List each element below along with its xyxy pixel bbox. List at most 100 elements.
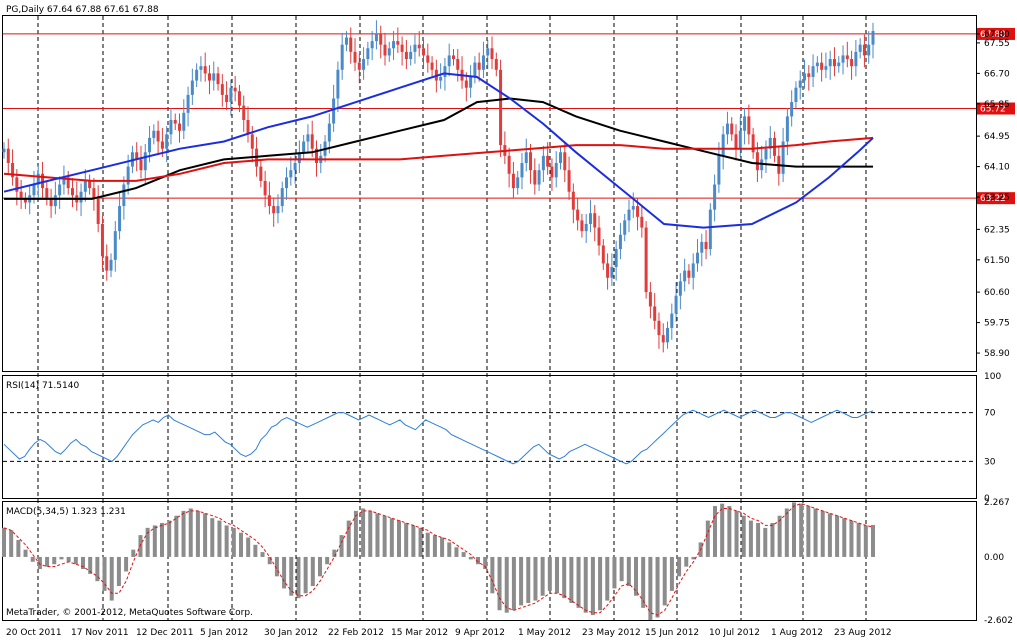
candle-body <box>524 152 528 164</box>
macd-histogram-bar <box>562 556 567 599</box>
candle-body <box>165 134 169 149</box>
macd-histogram-bar <box>827 513 832 557</box>
candle-body <box>768 137 772 149</box>
candle-body <box>623 220 627 235</box>
macd-histogram-bar <box>23 549 28 557</box>
candle-body <box>212 73 216 81</box>
candle-body <box>760 159 764 171</box>
macd-histogram-bar <box>174 515 179 557</box>
price-tick-label: 65.85 <box>984 100 1010 110</box>
price-panel-frame <box>2 15 977 372</box>
level-price-label: 65.72 <box>980 105 1006 115</box>
macd-histogram-bar <box>152 525 157 557</box>
candle-body <box>306 134 310 142</box>
ma-blue-line <box>3 72 874 229</box>
candle-body <box>456 59 460 70</box>
candle-body <box>49 198 53 207</box>
candle-body <box>11 163 15 178</box>
candle-body <box>708 209 712 250</box>
candle-body <box>588 213 592 224</box>
macd-histogram-bar <box>253 544 258 557</box>
macd-tick-label: 0.00 <box>984 553 1004 563</box>
candle-body <box>516 177 520 189</box>
candle-body <box>670 313 674 328</box>
vertical-gridlines <box>37 16 867 620</box>
candle-body <box>832 59 836 67</box>
macd-tick-label: 2.267 <box>984 498 1010 508</box>
candle-body <box>614 249 618 268</box>
candle-body <box>203 66 207 74</box>
candle-body <box>610 267 614 278</box>
macd-histogram-bar <box>461 552 466 557</box>
macd-histogram-bar <box>418 527 423 557</box>
macd-histogram-bar <box>361 508 366 557</box>
candle-body <box>867 44 871 56</box>
macd-histogram-bar <box>181 510 186 557</box>
candle-body <box>173 119 177 124</box>
candle-body <box>815 62 819 67</box>
candle-body <box>511 173 515 189</box>
macd-histogram-bar <box>555 556 559 594</box>
candle-body <box>451 55 455 60</box>
macd-histogram-bar <box>224 525 229 557</box>
macd-histogram-bar <box>325 556 330 565</box>
macd-histogram-bar <box>777 515 782 557</box>
macd-histogram-bar <box>368 510 373 557</box>
candle-body <box>148 137 152 153</box>
macd-histogram-bar <box>167 520 172 557</box>
macd-histogram-bar <box>835 515 840 557</box>
candle-body <box>781 141 785 174</box>
macd-histogram-bar <box>73 556 78 565</box>
candle-body <box>276 206 280 214</box>
macd-histogram-bar <box>432 535 437 557</box>
candle-body <box>747 116 751 135</box>
candle-body <box>811 66 815 77</box>
candle-body <box>349 37 353 52</box>
rsi-tick-label: 100 <box>984 372 1001 382</box>
macd-histogram-bar <box>30 556 35 562</box>
macd-histogram-bar <box>626 556 631 587</box>
macd-histogram-bar <box>720 503 725 557</box>
candle-body <box>126 166 130 185</box>
macd-histogram-bar <box>748 520 753 557</box>
candle-body <box>593 213 597 228</box>
candle-body <box>447 55 451 67</box>
macd-histogram-bar <box>282 556 287 589</box>
candle-body <box>135 152 139 160</box>
candle-body <box>546 155 550 167</box>
candle-body <box>490 48 494 60</box>
price-tick-label: 62.35 <box>984 225 1010 235</box>
candle-body <box>297 152 301 164</box>
candle-body <box>666 327 670 343</box>
candle-body <box>858 44 862 52</box>
price-tick-label: 66.70 <box>984 69 1010 79</box>
macd-histogram-bar <box>289 556 294 596</box>
candle-body <box>53 195 57 207</box>
candle-body <box>631 206 635 210</box>
candle-body <box>678 281 682 296</box>
macd-histogram-bar <box>641 556 646 608</box>
time-axis-label: 20 Oct 2011 <box>6 628 62 638</box>
candle-body <box>118 206 122 232</box>
macd-histogram-bar <box>634 556 638 596</box>
time-axis-label: 1 May 2012 <box>518 628 571 638</box>
candle-body <box>529 152 533 171</box>
macd-histogram-bar <box>425 532 430 557</box>
macd-histogram-bar <box>404 523 409 557</box>
macd-histogram-bar <box>598 556 603 611</box>
macd-histogram-bar <box>612 556 617 589</box>
candle-body <box>644 227 648 293</box>
candle-body <box>751 134 755 153</box>
macd-histogram-bar <box>476 556 480 565</box>
candle-body <box>344 37 348 45</box>
price-tick-label: 67.55 <box>984 39 1010 49</box>
candle-body <box>15 177 19 192</box>
candle-body <box>755 152 759 171</box>
macd-histogram-bar <box>533 556 538 601</box>
candle-body <box>653 306 657 321</box>
candle-body <box>58 184 62 196</box>
candle-body <box>627 209 631 221</box>
candle-body <box>559 152 563 164</box>
